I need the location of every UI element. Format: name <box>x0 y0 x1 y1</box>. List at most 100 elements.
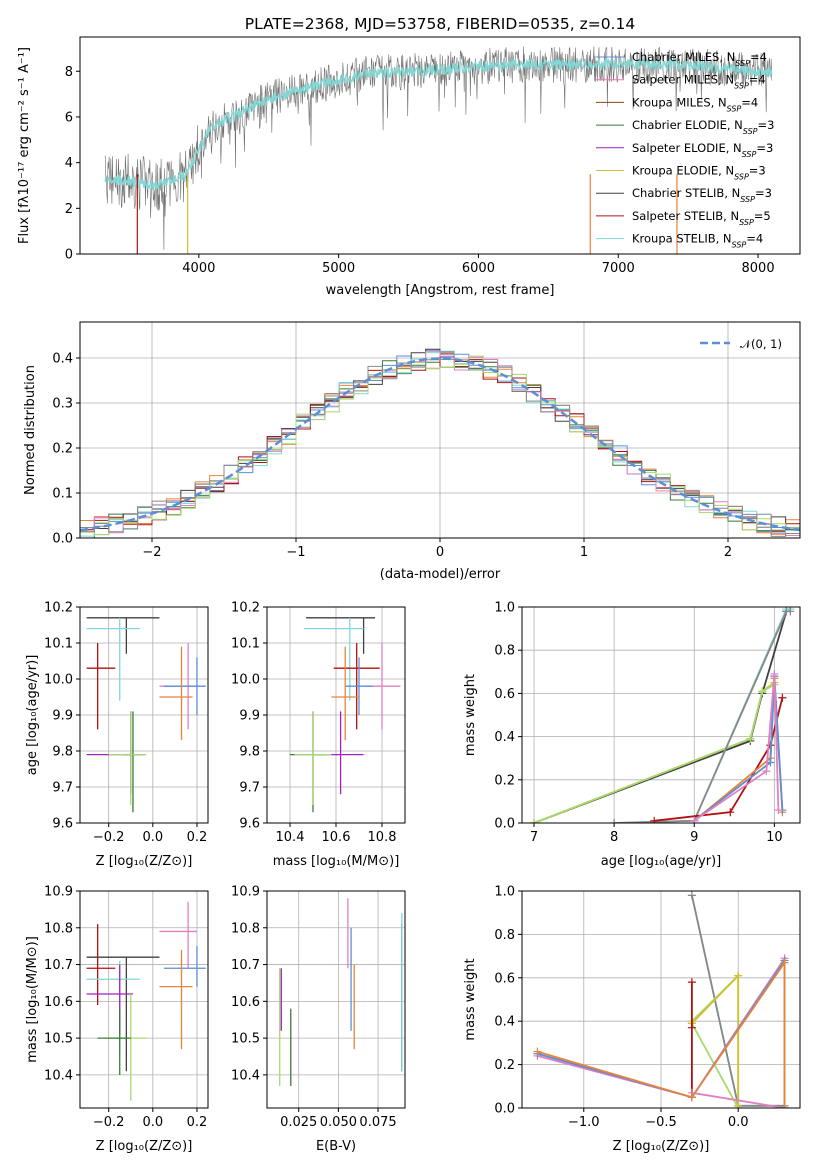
x-axis-label: age [log₁₀(age/yr)] <box>601 854 722 869</box>
y-axis-label: mass weight <box>463 674 478 756</box>
y-tick-label: 0.8 <box>494 928 515 943</box>
error-bar <box>159 902 197 969</box>
x-tick-label: 0.025 <box>280 1115 317 1130</box>
y-tick-label: 0.4 <box>52 352 73 367</box>
x-tick-label: 0.2 <box>187 830 208 845</box>
y-tick-label: 0.2 <box>494 773 515 788</box>
cumulative-weight-age-panel: 7 8 9 10 0.0 0.2 0.4 0.6 0.8 1.0 age [log₁₀(age/yr… <box>463 601 801 869</box>
x-tick-label: 7000 <box>602 261 635 276</box>
axes-frame <box>79 890 209 1109</box>
error-bar <box>86 711 144 795</box>
y-tick-label: 9.8 <box>52 745 73 760</box>
data-point-marker <box>774 806 783 815</box>
data-point-marker <box>687 1023 696 1032</box>
y-tick-label: 10.2 <box>44 601 73 616</box>
y-tick-label: 0 <box>65 248 73 263</box>
histogram-series <box>80 355 800 536</box>
cumulative-weight-line <box>533 681 775 823</box>
y-tick-label: 10.1 <box>44 637 73 652</box>
y-tick-label: 9.6 <box>52 817 73 832</box>
legend-entry: Salpeter MILES, NSSP=4 <box>632 73 766 91</box>
data-point-marker <box>734 971 743 980</box>
y-tick-label: 0.2 <box>52 442 73 457</box>
histogram-legend: 𝒩(0, 1) <box>700 337 782 351</box>
cumulative-weight-line <box>614 608 791 823</box>
data-point-marker <box>770 669 779 678</box>
cumulative-weight-line <box>693 676 784 822</box>
y-tick-label: 10.5 <box>231 1032 260 1047</box>
y-axis-label: mass [log₁₀(M/M⊙)] <box>25 936 40 1063</box>
axes-frame <box>79 36 801 255</box>
error-bar <box>86 956 160 1072</box>
legend-entry: Salpeter STELIB, NSSP=5 <box>632 209 771 227</box>
data-point-marker <box>533 1047 542 1056</box>
cumulative-weight-line <box>533 611 788 823</box>
x-tick-label: 9 <box>690 830 698 845</box>
x-tick-label: 0 <box>436 545 444 560</box>
error-bar <box>159 646 193 741</box>
error-bar <box>303 617 364 701</box>
error-bar <box>163 657 206 715</box>
mass-vs-ebv-plot-area <box>279 898 403 1086</box>
error-bar <box>290 711 325 813</box>
data-point-marker <box>734 1101 743 1108</box>
y-axis-label: Normed distribution <box>23 365 38 495</box>
age-vs-mass-plot-area <box>290 617 401 813</box>
x-tick-label: 4000 <box>182 261 215 276</box>
data-point-marker <box>762 767 771 776</box>
x-tick-label: −0.2 <box>93 830 125 845</box>
y-tick-label: 10.5 <box>44 1032 73 1047</box>
y-tick-label: 10.7 <box>231 958 260 973</box>
error-bar <box>294 711 332 805</box>
legend-entry: 𝒩(0, 1) <box>740 337 782 351</box>
legend-entry: Kroupa ELODIE, NSSP=3 <box>632 164 766 182</box>
error-bar <box>86 617 140 701</box>
x-tick-label: 0.2 <box>187 1115 208 1130</box>
error-bar <box>86 643 116 730</box>
data-point-marker <box>758 687 767 696</box>
y-tick-label: 10.4 <box>44 1068 73 1083</box>
error-bar <box>86 617 160 654</box>
residual-histogram-panel: −2 −1 0 1 2 0.0 0.1 0.2 0.3 0.4 (data-model)/error… <box>23 321 801 582</box>
x-tick-label: −2 <box>142 545 161 560</box>
x-axis-label: Z [log₁₀(Z/Z⊙)] <box>96 854 193 869</box>
y-tick-label: 0.4 <box>494 730 515 745</box>
x-axis-label: Z [log₁₀(Z/Z⊙)] <box>613 1139 710 1154</box>
x-tick-label: 8000 <box>742 261 775 276</box>
y-tick-label: 9.9 <box>52 709 73 724</box>
x-axis-label: Z [log₁₀(Z/Z⊙)] <box>96 1139 193 1154</box>
y-tick-label: 2 <box>65 202 73 217</box>
y-axis-label: age [log₁₀(age/yr)] <box>25 655 40 776</box>
y-tick-label: 9.9 <box>239 709 260 724</box>
y-tick-label: 8 <box>65 65 73 80</box>
x-tick-label: 0.0 <box>728 1115 749 1130</box>
error-bar <box>108 711 147 805</box>
y-tick-label: 9.8 <box>239 745 260 760</box>
data-point-marker <box>650 816 659 823</box>
cumulative-weight-Z-panel: −1.0 −0.5 0.0 0.0 0.2 0.4 0.6 0.8 1.0 Z [log₁₀(Z/… <box>463 885 801 1154</box>
legend-entry: Kroupa MILES, NSSP=4 <box>632 95 758 113</box>
y-tick-label: 10.8 <box>231 921 260 936</box>
y-tick-label: 9.7 <box>239 781 260 796</box>
x-tick-label: 0.050 <box>320 1115 357 1130</box>
y-tick-label: 10.0 <box>231 673 260 688</box>
y-tick-label: 0.0 <box>52 532 73 547</box>
x-tick-label: 10 <box>766 830 783 845</box>
x-tick-label: 1 <box>580 545 588 560</box>
data-point-marker <box>687 1093 696 1102</box>
cumulative-weight-line <box>537 959 786 1108</box>
x-tick-label: −1.0 <box>568 1115 600 1130</box>
spectrum-plot-area <box>104 46 773 254</box>
data-point-marker <box>746 734 755 743</box>
x-axis-label: (data-model)/error <box>380 567 501 582</box>
age-vs-Z-plot-area <box>86 617 206 813</box>
data-point-marker <box>786 607 795 616</box>
x-tick-label: 10.8 <box>368 830 397 845</box>
x-tick-label: 10.6 <box>322 830 351 845</box>
age-vs-mass-panel: 10.4 10.6 10.8 9.6 9.7 9.8 9.9 10.0 10.1 10.2 mass… <box>231 601 406 869</box>
data-point-marker <box>687 978 696 987</box>
x-tick-label: 0.0 <box>142 830 163 845</box>
x-tick-label: 8 <box>610 830 618 845</box>
x-axis-label: wavelength [Angstrom, rest frame] <box>326 283 555 298</box>
